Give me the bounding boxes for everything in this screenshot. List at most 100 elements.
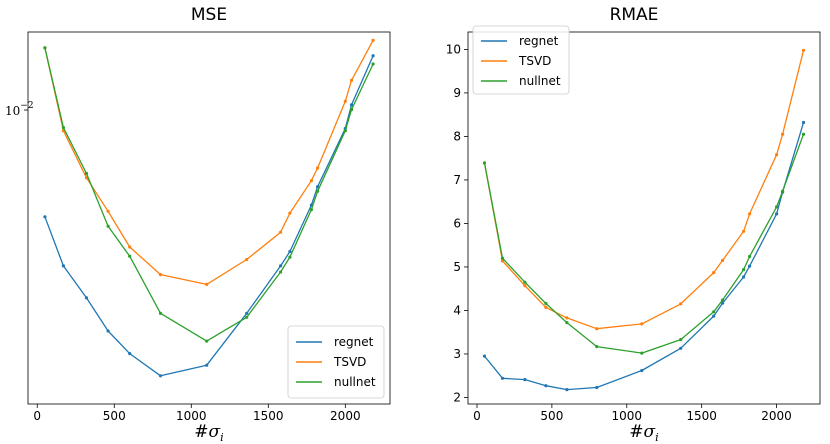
rmae-point-nullnet [595,345,599,349]
rmae-ytick-label: 2 [453,390,461,404]
mse-xlabel: #σi [194,422,223,444]
rmae-xtick-label: 500 [540,409,563,423]
mse-xlabel-sub: i [220,431,224,444]
rmae-point-nullnet [801,132,806,136]
rmae-panel: RMAE 0 500 1000 1500 2000 2 3 4 5 6 7 8 9 10 #σi reg… [446,5,821,444]
mse-point-nullnet [128,254,132,258]
mse-point-regnet [43,215,47,219]
mse-xtick-label: 1500 [253,409,284,423]
rmae-point-nullnet [482,161,487,165]
rmae-point-nullnet [775,205,779,209]
mse-point-regnet [279,264,283,268]
mse-point-regnet [84,296,89,300]
rmae-point-regnet [565,388,569,392]
mse-point-nullnet [158,311,163,315]
rmae-point-regnet [679,346,683,350]
mse-point-nullnet [84,171,89,176]
mse-point-tsvd [349,78,354,82]
rmae-ytick-label: 7 [453,173,461,187]
rmae-point-nullnet [712,310,716,314]
rmae-point-tsvd [640,322,644,326]
mse-series-line-tsvd [44,39,374,286]
rmae-point-regnet [523,378,527,382]
mse-legend-label-nullnet: nullnet [334,375,376,389]
rmae-point-regnet [640,368,644,373]
rmae-xlabel-sub: i [655,431,659,444]
mse-xlabel-sigma: σ [209,422,221,442]
rmae-point-regnet [595,385,599,390]
mse-point-tsvd [288,211,292,215]
mse-point-regnet [61,264,65,268]
mse-point-nullnet [309,208,313,212]
rmae-legend-label-tsvd: TSVD [518,54,551,68]
mse-ytick-label: 10−2 [5,101,34,118]
rmae-title: RMAE [610,5,659,25]
rmae-ytick-label: 8 [453,129,461,143]
mse-point-nullnet [343,129,347,133]
mse-y-ticks: 10−2 [5,101,34,118]
mse-point-nullnet [316,189,320,193]
rmae-point-tsvd [544,305,548,309]
rmae-xlabel: #σi [629,422,658,444]
mse-point-tsvd [279,230,283,234]
rmae-axes-frame [467,31,821,405]
mse-point-nullnet [106,224,110,228]
mse-point-regnet [316,185,320,189]
mse-point-tsvd [205,282,209,286]
mse-point-tsvd [343,99,347,103]
mse-point-regnet [106,329,110,333]
mse-legend-label-regnet: regnet [334,335,374,349]
rmae-point-nullnet [742,268,746,272]
rmae-point-regnet [775,212,779,216]
rmae-point-tsvd [775,153,779,157]
mse-point-nullnet [43,46,47,50]
rmae-point-regnet [801,120,806,125]
rmae-point-tsvd [748,212,752,216]
rmae-point-nullnet [721,298,725,302]
mse-ytick-base: 10 [5,104,20,118]
rmae-point-tsvd [721,258,725,262]
rmae-y-ticks: 2 3 4 5 6 7 8 9 10 [446,42,468,404]
mse-point-regnet [245,311,249,315]
rmae-point-nullnet [679,338,683,342]
mse-point-nullnet [349,108,354,112]
mse-point-tsvd [309,179,313,183]
mse-xtick-label: 0 [33,409,41,423]
mse-series-line-nullnet [44,47,374,342]
mse-point-regnet [205,363,209,367]
rmae-ytick-label: 3 [453,347,461,361]
mse-legend: regnet TSVD nullnet [287,325,385,399]
mse-legend-box [287,325,385,399]
rmae-x-ticks: 0 500 1000 1500 2000 [473,404,792,423]
mse-point-regnet [288,249,292,254]
rmae-legend-label-nullnet: nullnet [519,74,561,88]
mse-x-ticks: 0 500 1000 1500 2000 [33,404,361,423]
rmae-point-regnet [712,314,716,318]
mse-xtick-label: 1000 [176,409,207,423]
rmae-point-nullnet [748,254,752,259]
rmae-xtick-label: 1000 [612,409,643,423]
mse-point-nullnet [205,339,209,343]
rmae-point-tsvd [801,48,806,52]
rmae-ytick-label: 5 [453,260,461,274]
mse-point-tsvd [106,209,110,213]
rmae-point-regnet [721,301,725,305]
mse-point-tsvd [158,273,163,277]
rmae-point-regnet [482,354,487,358]
rmae-point-tsvd [595,327,599,331]
mse-axes-frame [27,31,391,405]
rmae-point-tsvd [781,132,785,136]
rmae-point-regnet [500,376,505,380]
mse-title: MSE [191,5,227,25]
mse-point-tsvd [371,38,375,42]
mse-point-regnet [158,374,163,378]
rmae-ytick-label: 6 [453,216,461,230]
rmae-xlabel-sigma: σ [644,422,656,442]
mse-point-regnet [128,352,132,356]
mse-point-nullnet [288,255,292,259]
rmae-point-tsvd [742,229,746,233]
mse-point-regnet [349,103,354,107]
mse-point-regnet [371,54,375,58]
rmae-plot-area [482,48,806,392]
